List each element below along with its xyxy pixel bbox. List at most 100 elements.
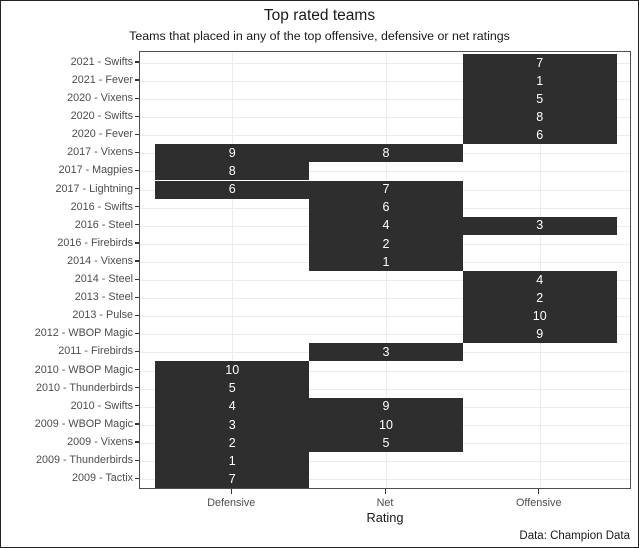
y-tick (134, 133, 139, 135)
tile-net: 6 (309, 198, 463, 217)
y-axis-label: 2017 - Magpies (58, 164, 133, 177)
y-tick (134, 369, 139, 371)
h-gridline (140, 479, 630, 481)
tile-offensive: 3 (462, 216, 617, 235)
y-axis-label: 2021 - Swifts (70, 55, 133, 68)
y-axis-label: 2010 - WBOP Magic (34, 363, 133, 376)
tile-net: 10 (309, 415, 463, 434)
tile-defensive: 10 (155, 361, 310, 380)
y-tick (134, 242, 139, 244)
y-axis-label: 2010 - Thunderbirds (35, 381, 133, 394)
y-axis-label: 2016 - Swifts (70, 200, 133, 213)
y-tick (134, 459, 139, 461)
tile-defensive: 8 (155, 162, 310, 181)
tile-value-label: 9 (228, 146, 236, 161)
tile-value-label: 4 (228, 399, 236, 414)
tile-value-label: 10 (532, 308, 547, 323)
tile-net: 7 (309, 180, 463, 199)
y-axis-label: 2009 - Thunderbirds (35, 454, 133, 467)
y-axis-label: 2009 - Vixens (67, 435, 133, 448)
tile-value-label: 6 (536, 128, 544, 142)
tile-value-label: 1 (536, 73, 544, 88)
tile-value-label: 3 (536, 218, 544, 233)
h-gridline (140, 80, 630, 82)
tile-net: 9 (309, 397, 463, 416)
tile-value-label: 5 (536, 91, 544, 106)
tile-value-label: 5 (382, 435, 390, 450)
h-gridline (140, 298, 630, 300)
h-gridline (140, 135, 630, 137)
y-axis-label: 2009 - WBOP Magic (34, 417, 133, 430)
x-axis-label: Offensive (516, 497, 562, 509)
y-tick (134, 151, 139, 154)
tile-defensive: 9 (155, 144, 310, 163)
y-axis-label: 2014 - Vixens (67, 254, 133, 267)
y-tick (134, 441, 139, 443)
h-gridline (140, 461, 630, 463)
tile-defensive: 1 (155, 451, 310, 471)
tile-net: 4 (309, 216, 463, 235)
tile-value-label: 1 (382, 254, 390, 269)
y-tick (134, 296, 139, 298)
y-axis-label: 2017 - Lightning (55, 182, 133, 195)
tile-value-label: 5 (228, 381, 236, 396)
chart-caption: Data: Champion Data (519, 530, 630, 542)
tile-defensive: 7 (155, 470, 310, 489)
tile-offensive: 6 (462, 126, 617, 145)
tile-defensive: 2 (155, 433, 310, 452)
tile-offensive: 10 (462, 307, 617, 326)
tile-offensive: 4 (462, 271, 617, 290)
y-tick (134, 423, 139, 425)
plot-panel: 7 1 5 8 6 9 8 8 6 7 6 4 3 2 1 4 2 10 9 3 10 5 4 9 3 10 2 5 1 7 (139, 51, 631, 489)
chart-subtitle: Teams that placed in any of the top offe… (129, 29, 510, 43)
x-tick (230, 489, 232, 494)
y-tick (134, 97, 139, 99)
y-tick (134, 79, 139, 81)
y-tick (134, 115, 139, 117)
tile-value-label: 2 (382, 236, 390, 251)
h-gridline (140, 62, 630, 64)
y-tick (134, 350, 139, 353)
y-tick (134, 224, 139, 226)
y-tick (134, 169, 139, 172)
y-axis-label: 2016 - Firebirds (57, 236, 133, 249)
y-tick (134, 61, 139, 63)
y-tick (134, 278, 139, 280)
chart-title: Top rated teams (263, 7, 376, 24)
tile-value-label: 3 (382, 345, 390, 360)
tile-defensive: 6 (155, 180, 310, 199)
y-axis-label: 2020 - Vixens (67, 92, 133, 105)
h-gridline (140, 388, 630, 390)
tile-value-label: 2 (536, 290, 544, 305)
h-gridline (140, 280, 630, 282)
y-axis-label: 2021 - Fever (71, 73, 133, 86)
tile-value-label: 9 (382, 399, 390, 414)
tile-value-label: 6 (382, 200, 390, 215)
tile-offensive: 7 (462, 53, 617, 72)
tile-offensive: 9 (462, 325, 617, 344)
y-axis-label: 2014 - Steel (74, 273, 133, 286)
h-gridline (140, 316, 630, 318)
y-axis-label: 2013 - Steel (74, 291, 133, 304)
h-gridline (140, 99, 630, 101)
tile-net: 5 (309, 433, 463, 452)
tile-value-label: 6 (228, 182, 236, 197)
tile-offensive: 1 (462, 71, 617, 90)
y-tick (134, 188, 139, 190)
y-tick (134, 314, 139, 316)
y-axis-label: 2011 - Firebirds (58, 345, 133, 358)
y-axis-label: 2012 - WBOP Magic (34, 327, 133, 340)
tile-value-label: 7 (228, 471, 236, 486)
tile-net: 1 (309, 252, 463, 271)
y-axis-label: 2017 - Vixens (67, 146, 133, 159)
tile-defensive: 3 (155, 415, 310, 434)
tile-offensive: 2 (462, 289, 617, 308)
x-axis-label: Defensive (207, 497, 256, 509)
y-axis-label: 2020 - Swifts (70, 110, 133, 123)
y-tick (134, 260, 139, 262)
tile-value-label: 2 (228, 435, 236, 450)
h-gridline (140, 334, 630, 336)
y-axis-label: 2010 - Swifts (70, 399, 133, 412)
y-axis-label: 2020 - Fever (71, 128, 133, 141)
